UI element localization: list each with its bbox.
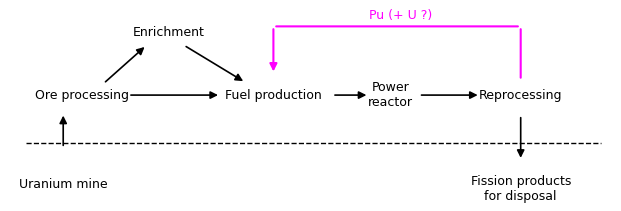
Text: Power
reactor: Power reactor — [368, 81, 414, 109]
Text: Uranium mine: Uranium mine — [19, 178, 107, 191]
Text: Fission products
for disposal: Fission products for disposal — [471, 175, 571, 203]
Text: Enrichment: Enrichment — [132, 26, 204, 39]
Text: Fuel production: Fuel production — [225, 89, 322, 101]
Text: Ore processing: Ore processing — [35, 89, 129, 101]
Text: Pu (+ U ?): Pu (+ U ?) — [368, 9, 432, 22]
Text: Reprocessing: Reprocessing — [479, 89, 563, 101]
